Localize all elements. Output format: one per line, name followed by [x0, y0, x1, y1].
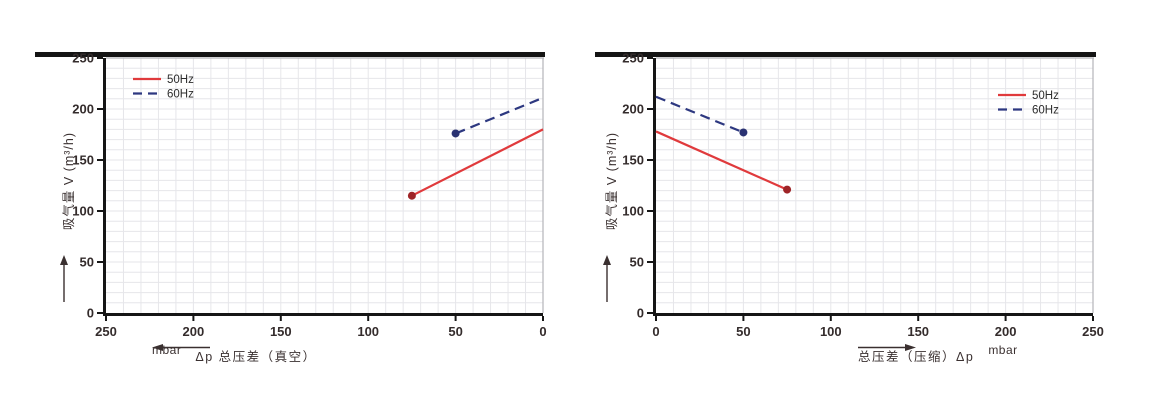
x-tick-label: 0 — [539, 324, 546, 339]
series-marker-50hz — [783, 185, 792, 194]
x-tick-label: 250 — [95, 324, 117, 339]
y-axis-label-vacuum: 吸气量 V (m³/h) — [59, 132, 76, 302]
x-tick-label: 50 — [448, 324, 462, 339]
x-axis-label: 总压差（压缩）Δp — [858, 350, 975, 364]
series-60hz — [655, 95, 748, 137]
chart-top-bar — [595, 52, 1096, 57]
y-tick-label: 0 — [87, 306, 94, 321]
y-tick-label: 100 — [72, 204, 94, 219]
x-axis-caption-vacuum: mbar Δp 总压差（真空） — [152, 343, 317, 365]
x-axis-label: Δp 总压差（真空） — [195, 350, 317, 364]
x-axis-spine — [653, 313, 1093, 316]
series-50hz — [407, 128, 544, 200]
series-marker-60hz — [739, 128, 748, 137]
series-line-50hz — [655, 130, 788, 191]
x-tick-label: 250 — [1082, 324, 1104, 339]
x-tick-label: 50 — [736, 324, 750, 339]
series-marker-60hz — [451, 129, 460, 138]
legend-label-50hz: 50Hz — [1032, 90, 1059, 102]
y-axis-label-text: 吸气量 V (m³/h) — [61, 132, 76, 231]
y-ticks: 250 200 150 100 50 0 — [622, 51, 653, 321]
x-unit-group: mbar — [152, 343, 210, 357]
x-tick-label: 150 — [270, 324, 292, 339]
y-tick-label: 100 — [622, 204, 644, 219]
y-tick-label: 250 — [622, 51, 644, 66]
legend-label-60hz: 60Hz — [1032, 105, 1059, 117]
legend-label-60hz: 60Hz — [167, 89, 194, 101]
y-axis-spine — [653, 58, 656, 316]
plot-area — [656, 58, 1093, 313]
x-unit-label: mbar — [988, 343, 1018, 357]
axis-arrow-left-icon — [152, 344, 210, 351]
y-tick-label: 250 — [72, 51, 94, 66]
series-line-50hz — [411, 128, 544, 197]
y-tick-label: 50 — [630, 255, 644, 270]
x-tick-label: 150 — [907, 324, 929, 339]
y-axis-label-text: 吸气量 V (m³/h) — [604, 132, 619, 231]
x-tick-label: 0 — [652, 324, 659, 339]
y-tick-label: 200 — [72, 102, 94, 117]
axis-arrow-up-icon — [603, 255, 611, 302]
y-ticks: 250 200 150 100 50 0 — [72, 51, 103, 321]
y-axis-label-compression: 吸气量 V (m³/h) — [602, 132, 619, 302]
plot-area — [106, 58, 543, 313]
x-tick-label: 100 — [820, 324, 842, 339]
y-tick-label: 150 — [622, 153, 644, 168]
x-ticks: 0 50 100 150 200 250 — [652, 316, 1104, 339]
y-axis-spine — [103, 58, 106, 316]
chart-top-bar — [35, 52, 545, 57]
x-tick-label: 100 — [357, 324, 379, 339]
x-tick-label: 200 — [183, 324, 205, 339]
x-axis-caption-compression: 总压差（压缩）Δp mbar — [858, 343, 1018, 365]
x-ticks: 250 200 150 100 50 0 — [95, 316, 547, 339]
grid-lines — [106, 57, 544, 313]
legend-label-50hz: 50Hz — [167, 74, 194, 86]
axis-arrow-right-icon — [858, 344, 916, 351]
series-marker-50hz — [407, 191, 416, 200]
axis-arrow-up-icon — [60, 255, 68, 302]
compression-chart: 0 50 100 150 200 250 250 200 150 100 50 0 50Hz 60Hz — [595, 51, 1104, 339]
x-axis-spine — [103, 313, 543, 316]
x-unit-group: mbar — [858, 343, 1018, 357]
x-tick-label: 200 — [995, 324, 1017, 339]
y-tick-label: 200 — [622, 102, 644, 117]
series-50hz — [655, 130, 792, 194]
y-tick-label: 150 — [72, 153, 94, 168]
legend: 50Hz 60Hz — [133, 74, 194, 101]
series-60hz — [451, 96, 544, 138]
y-tick-label: 0 — [637, 306, 644, 321]
legend: 50Hz 60Hz — [998, 90, 1059, 117]
y-tick-label: 50 — [80, 255, 94, 270]
